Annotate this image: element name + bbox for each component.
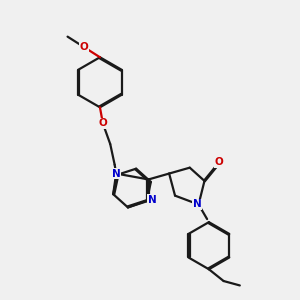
Text: N: N xyxy=(148,195,156,205)
Text: N: N xyxy=(112,169,121,178)
Text: O: O xyxy=(80,42,88,52)
Text: O: O xyxy=(215,158,224,167)
Text: N: N xyxy=(193,200,202,209)
Text: O: O xyxy=(98,118,107,128)
